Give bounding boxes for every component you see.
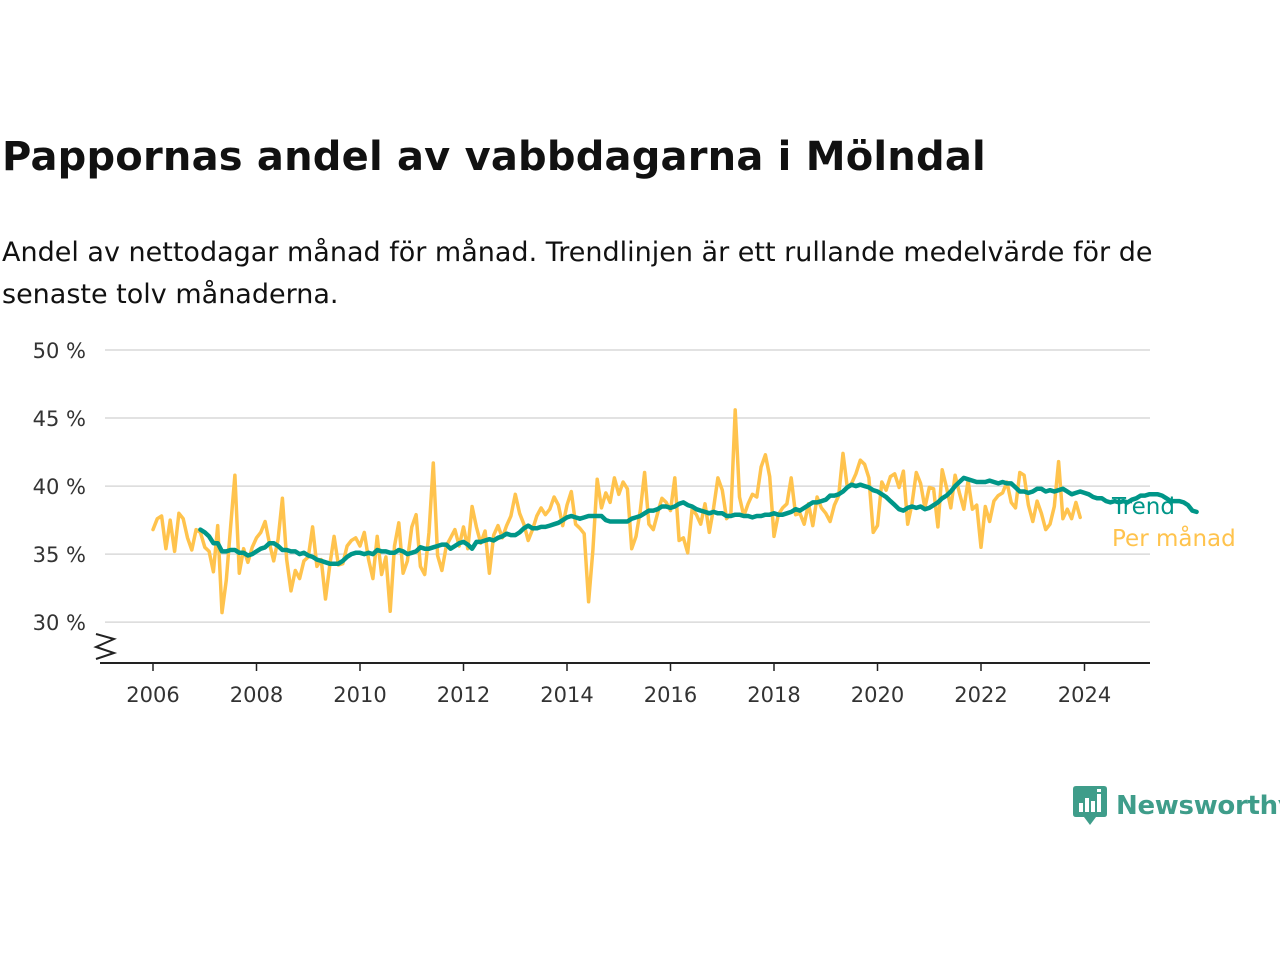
series-labels: Trend Per månad [1111, 494, 1236, 552]
brand-name: Newsworthy [1116, 791, 1280, 821]
x-tick-label: 2012 [437, 683, 490, 707]
x-tick-label: 2014 [540, 683, 593, 707]
y-gridlines [105, 349, 1150, 623]
trend-line [198, 475, 1199, 566]
x-tick-label: 2022 [954, 683, 1007, 707]
axis-break-icon [93, 633, 118, 660]
newsworthy-logo: Newsworthy [1073, 786, 1280, 826]
series-label-trend: Trend [1111, 494, 1175, 520]
x-tick-label: 2006 [126, 683, 179, 707]
x-tick-label: 2010 [333, 683, 386, 707]
y-axis-tick-labels: 30 % 35 % 40 % 45 % 50 % [33, 339, 86, 635]
y-tick-label: 50 % [33, 339, 86, 363]
x-tick-label: 2024 [1058, 683, 1111, 707]
line-chart: 30 % 35 % 40 % 45 % 50 % 2006 2008 2010 2012 201… [33, 339, 1236, 707]
chart-subtitle: Andel av nettodagar månad för månad. Tre… [2, 237, 1153, 310]
series-lines [151, 408, 1199, 615]
y-tick-label: 45 % [33, 407, 86, 431]
series-label-monthly: Per månad [1112, 524, 1236, 552]
monthly-line [151, 408, 1082, 615]
x-tick-label: 2016 [644, 683, 697, 707]
y-tick-label: 35 % [33, 543, 86, 567]
x-tick-label: 2020 [851, 683, 904, 707]
x-axis: 2006 2008 2010 2012 2014 2016 2018 2020 2022 2024 [93, 633, 1150, 707]
newsworthy-logo-icon [1073, 786, 1107, 825]
chart-title: Pappornas andel av vabbdagarna i Mölndal [2, 134, 986, 180]
y-tick-label: 30 % [33, 611, 86, 635]
x-tick-label: 2018 [747, 683, 800, 707]
y-tick-label: 40 % [33, 475, 86, 499]
x-tick-label: 2008 [230, 683, 283, 707]
